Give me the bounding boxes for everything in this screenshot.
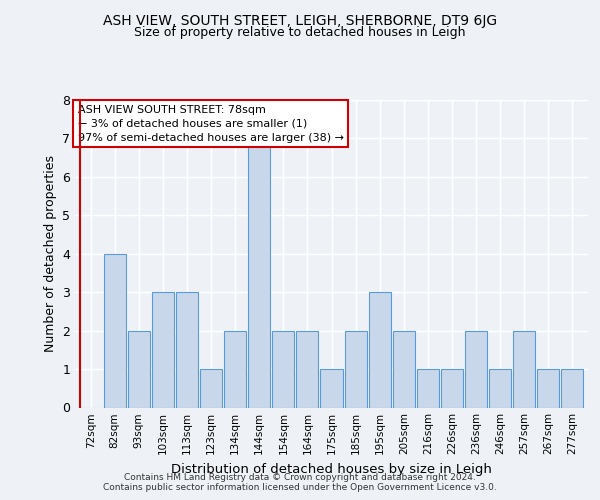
Bar [152,292,174,408]
Bar [320,369,343,408]
Bar [224,330,246,407]
Text: Size of property relative to detached houses in Leigh: Size of property relative to detached ho… [134,26,466,39]
Bar [489,369,511,408]
Bar [513,330,535,407]
Bar [368,292,391,408]
Bar [176,292,198,408]
Y-axis label: Number of detached properties: Number of detached properties [44,155,56,352]
X-axis label: Distribution of detached houses by size in Leigh: Distribution of detached houses by size … [171,463,492,476]
Text: Contains HM Land Registry data © Crown copyright and database right 2024.
Contai: Contains HM Land Registry data © Crown c… [103,473,497,492]
Bar [200,369,222,408]
Bar [465,330,487,407]
Bar [296,330,319,407]
Bar [128,330,150,407]
Bar [417,369,439,408]
Bar [272,330,295,407]
Bar [344,330,367,407]
Text: ASH VIEW, SOUTH STREET, LEIGH, SHERBORNE, DT9 6JG: ASH VIEW, SOUTH STREET, LEIGH, SHERBORNE… [103,14,497,28]
Bar [441,369,463,408]
Bar [248,138,271,407]
Bar [561,369,583,408]
Bar [104,254,126,408]
Text: ASH VIEW SOUTH STREET: 78sqm
← 3% of detached houses are smaller (1)
97% of semi: ASH VIEW SOUTH STREET: 78sqm ← 3% of det… [77,104,344,142]
Bar [537,369,559,408]
Bar [392,330,415,407]
